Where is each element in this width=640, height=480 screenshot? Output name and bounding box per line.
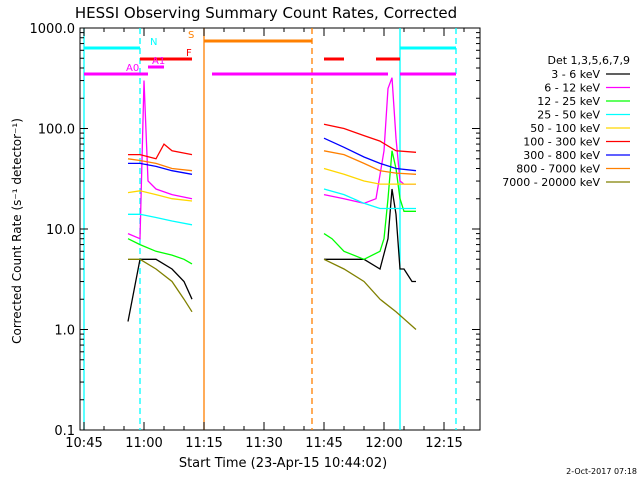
legend-label: 50 - 100 keV [530,122,600,135]
footer-timestamp: 2-Oct-2017 07:18 [566,467,637,476]
x-tick-label: 10:45 [65,436,102,451]
legend-label: 7000 - 20000 keV [502,176,600,189]
legend-label: 25 - 50 keV [537,109,600,122]
x-axis-label: Start Time (23-Apr-15 10:44:02) [179,456,387,471]
x-tick-label: 11:15 [185,436,222,451]
series-line [127,188,416,322]
state-bar-label: A0 [126,63,139,74]
x-axis: 10:45 11:00 11:15 11:30 11:45 12:00 12:15 [65,28,465,451]
series-line [127,77,416,240]
y-tick-label: 1.0 [54,324,75,339]
y-axis-label: Corrected Count Rate (s⁻¹ detector⁻¹) [10,118,24,344]
legend-label: 100 - 300 keV [523,136,600,149]
x-tick-label: 11:00 [125,436,162,451]
series-line [127,150,417,175]
series-line [128,188,416,226]
y-tick-label: 100.0 [38,123,75,138]
series-line [127,167,416,202]
x-tick-label: 12:00 [365,436,402,451]
legend-label: 300 - 800 keV [523,149,600,162]
legend-label: 6 - 12 keV [544,82,600,95]
y-tick-label: 1000.0 [30,22,76,37]
x-tick-label: 12:15 [425,436,462,451]
state-bar-label: N [150,37,157,48]
y-axis: 0.1 1.0 10.0 100.0 1000.0 [30,22,480,439]
series-line [128,123,417,160]
state-bar-label: A1 [152,56,165,67]
legend-label: 3 - 6 keV [551,68,600,81]
y-tick-label: 10.0 [46,223,75,238]
x-tick-label: 11:45 [305,436,342,451]
series-line [128,258,417,330]
legend-label: 800 - 7000 keV [516,163,600,176]
legend-label: 12 - 25 keV [537,95,600,108]
series-line [127,150,416,265]
state-bars: N SF A0 A1 [83,28,457,430]
state-bar-label: S [188,30,194,41]
x-tick-label: 11:30 [245,436,282,451]
y-tick-label: 0.1 [54,424,75,439]
chart-title: HESSI Observing Summary Count Rates, Cor… [75,4,457,22]
series-line [128,137,417,175]
state-bar-label: F [186,48,192,59]
legend-title: Det 1,3,5,6,7,9 [547,54,630,67]
series-lines [127,77,417,330]
